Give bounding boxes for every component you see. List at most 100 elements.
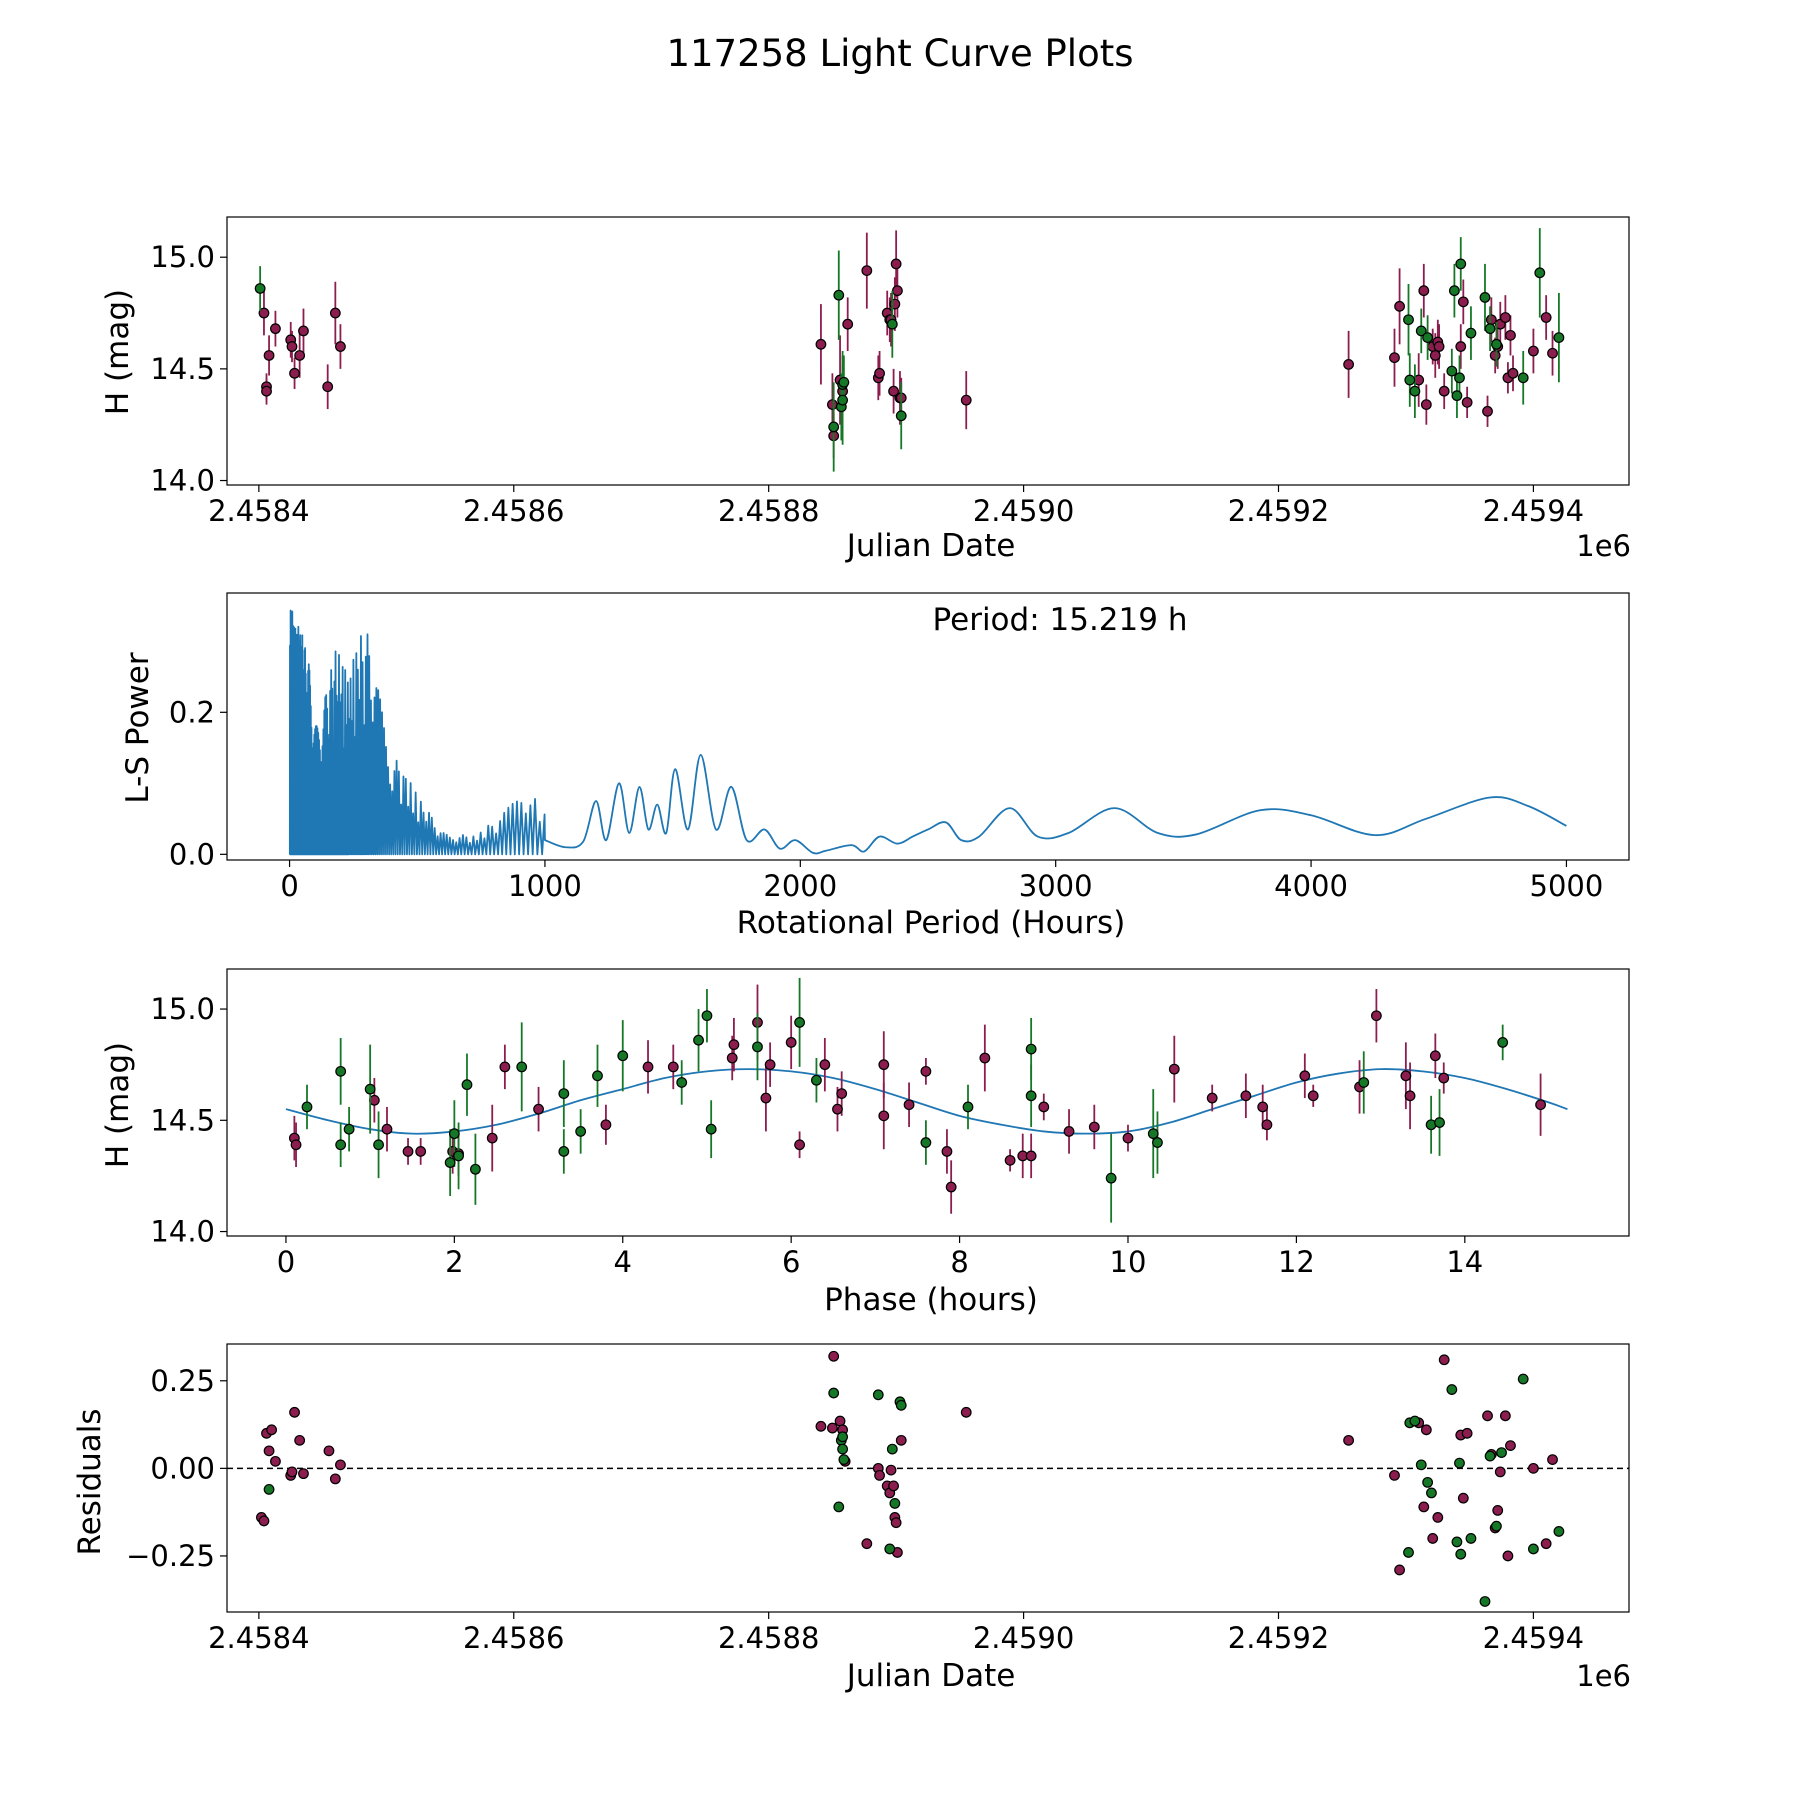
lightcurve-x-offset: 1e6: [1576, 529, 1631, 563]
residuals-point-b: [838, 1454, 850, 1466]
phased-point-a: [979, 1052, 991, 1064]
lightcurve-point-a: [1499, 312, 1511, 323]
lightcurve-point-a: [263, 350, 275, 361]
phased-point-a: [1122, 1132, 1134, 1144]
residuals-point-a: [286, 1466, 298, 1478]
residuals-point-a: [1427, 1533, 1439, 1544]
lightcurve-frame: [226, 216, 1630, 486]
periodogram-x-tick-label: 1000: [508, 869, 582, 903]
residuals-point-a: [294, 1434, 306, 1446]
phased-point-a: [1004, 1154, 1016, 1166]
lightcurve-point-a: [1389, 352, 1400, 364]
residuals-point-a: [289, 1406, 300, 1418]
residuals-x-tick-label: 2.4586: [463, 1621, 564, 1655]
phased-point-a: [381, 1123, 393, 1135]
lightcurve-point-b: [833, 289, 845, 301]
phased-point-b: [575, 1126, 587, 1137]
lightcurve-point-b: [1446, 365, 1458, 377]
phased-model-curve: [285, 1068, 1568, 1135]
lightcurve-point-b: [895, 410, 907, 422]
lightcurve-point-a: [335, 341, 346, 352]
lightcurve-point-a: [270, 323, 281, 335]
lightcurve-point-b: [1517, 372, 1529, 384]
phased-point-a: [642, 1061, 654, 1073]
phased-point-a: [290, 1139, 302, 1151]
residuals-point-a: [329, 1473, 341, 1485]
phased-point-a: [785, 1037, 797, 1048]
phased-point-a: [1535, 1099, 1546, 1111]
lightcurve-y-tick-label: 14.0: [150, 464, 215, 498]
lightcurve-point-b: [1454, 372, 1465, 384]
lightcurve-point-a: [1505, 329, 1516, 341]
phased-point-b: [1025, 1043, 1037, 1055]
phased-point-b: [1358, 1077, 1370, 1088]
phased-point-b: [962, 1101, 974, 1113]
residuals-point-b: [884, 1543, 896, 1555]
lightcurve-point-a: [261, 385, 272, 397]
lightcurve-point-b: [838, 376, 850, 388]
lightcurve-x-tick-label: 2.4584: [208, 494, 309, 528]
residuals-point-b: [1517, 1373, 1529, 1385]
lightcurve-point-a: [329, 307, 341, 319]
phased-point-b: [364, 1083, 376, 1095]
residuals-point-a: [1420, 1424, 1432, 1436]
periodogram-frame: [226, 592, 1630, 861]
residuals-point-a: [1499, 1410, 1511, 1422]
periodogram-x-tick-label: 5000: [1530, 869, 1604, 903]
lightcurve-x-tick-label: 2.4592: [1228, 494, 1329, 528]
lightcurve-point-b: [1415, 325, 1427, 337]
residuals-point-a: [1482, 1410, 1493, 1422]
lightcurve-point-a: [892, 285, 903, 297]
lightcurve-point-b: [828, 421, 840, 433]
phased-x-tick-label: 14: [1446, 1245, 1483, 1279]
phased-x-label: Phase (hours): [824, 1282, 1038, 1318]
phased-point-a: [1088, 1121, 1100, 1133]
residuals-point-a: [885, 1464, 897, 1476]
periodogram-x-tick-label: 2000: [763, 869, 837, 903]
residuals-point-a: [815, 1420, 827, 1432]
lightcurve-point-a: [322, 381, 334, 393]
phased-x-tick-label: 10: [1110, 1245, 1147, 1279]
phased-point-a: [920, 1065, 932, 1077]
phased-point-a: [600, 1119, 612, 1131]
residuals-y-tick-label: −0.25: [126, 1539, 215, 1573]
phased-x-tick-label: 0: [277, 1245, 295, 1279]
phased-point-b: [301, 1101, 313, 1113]
phased-point-a: [764, 1059, 776, 1071]
figure-title: 117258 Light Curve Plots: [666, 32, 1133, 75]
lightcurve-point-b: [1403, 314, 1414, 326]
residuals-point-b: [1403, 1547, 1414, 1558]
lightcurve-x-tick-label: 2.4588: [718, 494, 819, 528]
lightcurve-point-b: [1553, 332, 1565, 344]
phased-x-tick-label: 4: [614, 1245, 632, 1279]
residuals-x-label: Julian Date: [845, 1658, 1016, 1694]
residuals-point-a: [270, 1455, 281, 1467]
phased-point-b: [1434, 1117, 1445, 1128]
residuals-point-b: [1465, 1533, 1477, 1544]
phased-point-a: [667, 1061, 679, 1073]
lightcurve-point-a: [1457, 296, 1469, 308]
phased-point-a: [1438, 1072, 1450, 1084]
residuals-x-tick-label: 2.4588: [718, 1621, 819, 1655]
lightcurve-point-b: [254, 283, 266, 294]
residuals-point-a: [335, 1459, 346, 1471]
residuals-point-b: [837, 1443, 849, 1455]
lightcurve-point-a: [1540, 312, 1552, 323]
residuals-point-a: [266, 1424, 278, 1436]
phased-point-a: [760, 1092, 772, 1104]
phased-point-b: [343, 1123, 355, 1135]
phased-x-tick-label: 8: [950, 1245, 968, 1279]
phased-point-b: [1152, 1137, 1163, 1148]
residuals-point-a: [828, 1350, 840, 1362]
phased-point-a: [836, 1088, 848, 1099]
lightcurve-point-a: [1547, 347, 1558, 359]
residuals-point-a: [960, 1406, 972, 1418]
lightcurve-point-b: [1534, 267, 1546, 279]
residuals-point-a: [1394, 1564, 1405, 1576]
residuals-point-b: [837, 1431, 849, 1443]
lightcurve-point-a: [861, 265, 873, 277]
lightcurve-point-b: [886, 318, 898, 330]
lightcurve-point-a: [1482, 405, 1493, 417]
lightcurve-y-label: H (mag): [100, 289, 136, 415]
